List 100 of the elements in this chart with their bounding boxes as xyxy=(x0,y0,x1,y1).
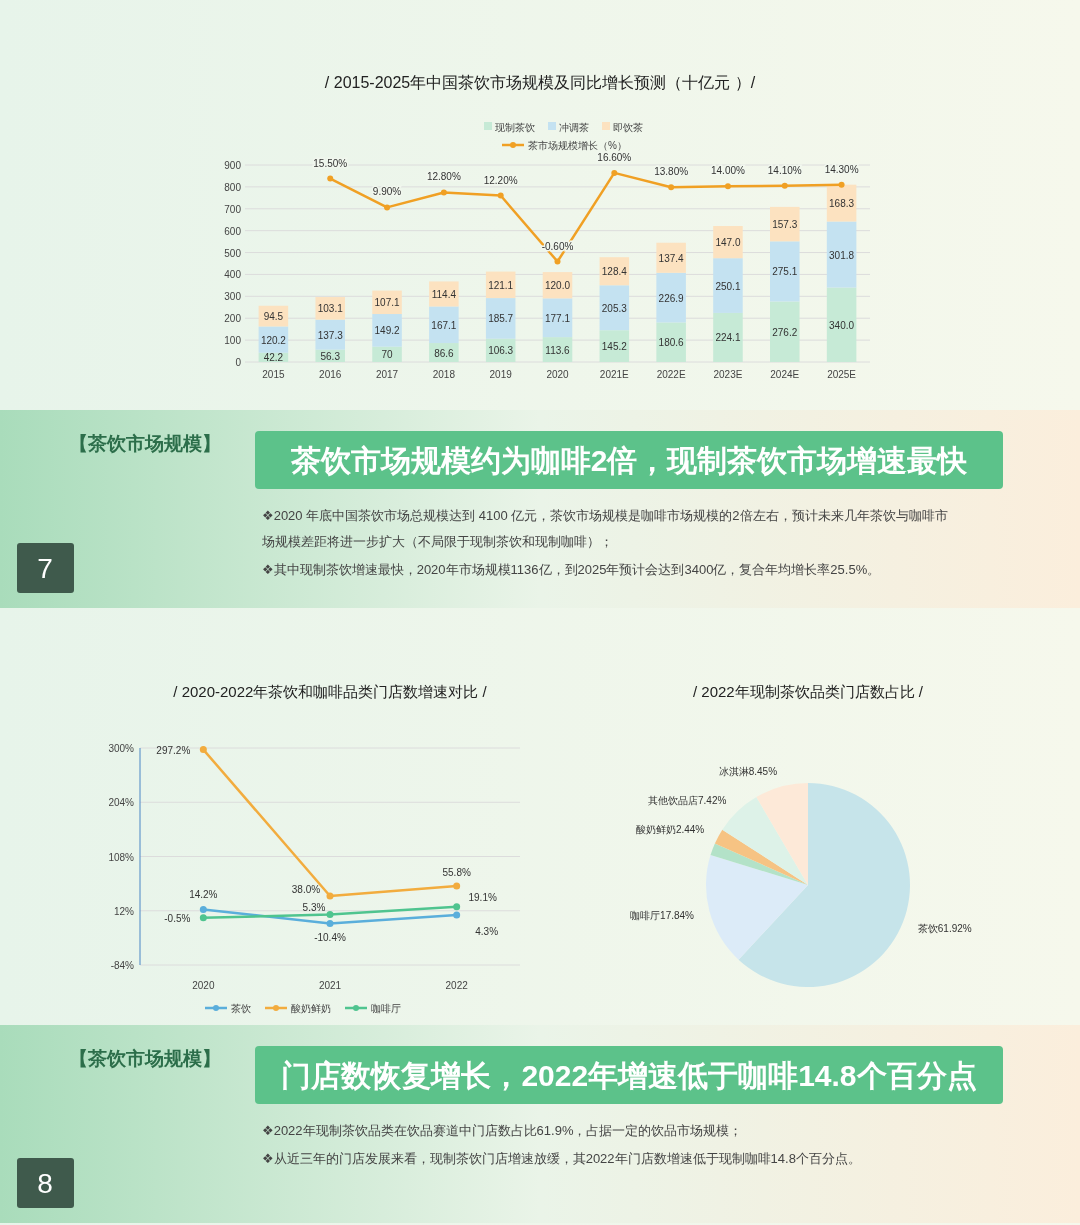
data-label: -0.5% xyxy=(164,912,191,924)
legend-label: 现制茶饮 xyxy=(495,122,535,133)
bar xyxy=(429,306,459,344)
slice-label: 咖啡厅17.84% xyxy=(630,910,695,922)
x-tick-label: 2022E xyxy=(656,369,686,380)
y-tick-label: 700 xyxy=(224,203,242,215)
data-label: 14.2% xyxy=(189,888,218,900)
point xyxy=(611,169,618,176)
point xyxy=(327,175,334,182)
point xyxy=(199,906,207,914)
data-label: 157.3 xyxy=(772,219,798,231)
text: 茶饮市场规模约为咖啡2倍，现制茶饮市场增速最快 xyxy=(289,444,969,477)
data-label: 13.80% xyxy=(654,166,689,178)
y-tick-label: 300 xyxy=(224,291,242,303)
data-label: 276.2 xyxy=(772,326,798,338)
bar xyxy=(713,312,743,362)
slice-label: 茶饮61.92% xyxy=(917,923,972,935)
data-label: 5.3% xyxy=(302,901,326,913)
bar xyxy=(542,298,573,338)
text: 【茶饮市场规模】 xyxy=(69,1048,221,1069)
text: ❖其中现制茶饮增速最快，2020年市场规模1136亿，到2025年预计会达到3400亿，复合年均增长率25.5%。 xyxy=(262,562,881,577)
text: 8 xyxy=(37,1168,53,1199)
data-label: 224.1 xyxy=(715,332,741,344)
x-tick-label: 2022 xyxy=(445,980,469,991)
data-label: 14.30% xyxy=(824,163,859,175)
data-label: 16.60% xyxy=(597,151,632,163)
data-label: 177.1 xyxy=(544,312,571,324)
legend-label: 即饮茶 xyxy=(613,122,643,133)
bar xyxy=(770,301,800,362)
x-tick-label: 2020 xyxy=(546,369,570,380)
y-tick-label: 600 xyxy=(224,225,242,237)
data-label: 9.90% xyxy=(372,186,402,198)
bar xyxy=(656,242,686,273)
legend-label: 咖啡厅 xyxy=(371,1003,401,1014)
bar xyxy=(770,241,800,302)
point xyxy=(384,204,391,211)
bar xyxy=(485,298,516,339)
text: ❖从近三年的门店发展来看，现制茶饮门店增速放缓，其2022年门店数增速低于现制咖啡14.8个百分点。 xyxy=(262,1151,861,1166)
x-tick-label: 2020 xyxy=(192,980,215,991)
point xyxy=(453,882,461,890)
data-label: 185.7 xyxy=(488,313,514,325)
text: 门店数恢复增长，2022年增速低于咖啡14.8个百分点 xyxy=(281,1059,977,1092)
data-label: 86.6 xyxy=(434,347,455,359)
legend-label: 茶饮 xyxy=(231,1003,251,1014)
x-tick-label: 2018 xyxy=(432,369,456,380)
y-tick-label: 0 xyxy=(235,357,242,368)
text: 7 xyxy=(37,553,53,584)
data-label: 121.1 xyxy=(488,279,514,291)
data-label: 12.20% xyxy=(483,174,518,186)
data-label: 56.3 xyxy=(320,350,341,362)
slice-label: 酸奶鲜奶2.44% xyxy=(635,823,705,835)
data-label: 137.4 xyxy=(658,252,685,264)
bar xyxy=(713,226,743,259)
data-label: 103.1 xyxy=(317,303,344,315)
data-label: 226.9 xyxy=(658,292,685,304)
chart-title: / 2022年现制茶饮品类门店数占比 / xyxy=(692,683,924,700)
data-label: 14.10% xyxy=(767,164,802,176)
data-label: 145.2 xyxy=(601,341,628,353)
chart-title: / 2020-2022年茶饮和咖啡品类门店数增速对比 / xyxy=(173,683,488,700)
data-label: 340.0 xyxy=(829,319,855,331)
data-label: 168.3 xyxy=(829,198,855,210)
x-tick-label: 2024E xyxy=(770,369,800,380)
data-label: 19.1% xyxy=(468,891,497,903)
data-label: 167.1 xyxy=(431,319,457,331)
text: 【茶饮市场规模】 xyxy=(69,433,221,454)
data-label: 15.50% xyxy=(313,157,348,169)
x-tick-label: 2021E xyxy=(599,369,630,380)
point xyxy=(724,183,731,190)
data-label: 94.5 xyxy=(263,311,284,323)
point xyxy=(554,258,561,265)
data-label: 114.4 xyxy=(431,288,457,300)
data-label: 55.8% xyxy=(442,867,471,878)
data-label: 107.1 xyxy=(374,297,400,309)
chart-title: / 2015-2025年中国茶饮市场规模及同比增长预测（十亿元 ）/ xyxy=(324,74,756,91)
x-tick-label: 2016 xyxy=(319,369,342,380)
slice-label: 其他饮品店7.42% xyxy=(648,794,727,806)
data-label: 113.6 xyxy=(545,344,571,356)
point xyxy=(453,903,461,911)
y-tick-label: 400 xyxy=(224,269,242,281)
x-tick-label: 2017 xyxy=(375,369,399,380)
data-label: 301.8 xyxy=(829,249,855,261)
slice-label: 冰淇淋8.45% xyxy=(718,766,778,778)
data-label: 4.3% xyxy=(475,926,499,938)
data-label: 38.0% xyxy=(291,884,321,896)
text: ❖2020 年底中国茶饮市场总规模达到 4100 亿元，茶饮市场规模是咖啡市场规模的2倍左右，预计未来几年茶饮与咖啡市场规模差距将进一步扩大（不局限于现制茶饮和现制咖啡）； xyxy=(261,508,948,549)
data-label: 12.80% xyxy=(426,171,461,183)
point xyxy=(838,181,845,188)
point xyxy=(326,911,334,919)
point xyxy=(199,746,207,754)
x-tick-label: 2023E xyxy=(713,369,743,380)
y-tick-label: -84% xyxy=(110,960,135,971)
point xyxy=(453,911,461,919)
bar xyxy=(656,272,686,323)
bar xyxy=(770,206,800,242)
pie-slice xyxy=(756,783,808,885)
y-tick-label: 800 xyxy=(224,181,242,193)
x-tick-label: 2025E xyxy=(827,369,857,380)
data-label: 149.2 xyxy=(374,325,400,337)
legend-label: 酸奶鲜奶 xyxy=(291,1003,331,1014)
point xyxy=(199,914,207,922)
